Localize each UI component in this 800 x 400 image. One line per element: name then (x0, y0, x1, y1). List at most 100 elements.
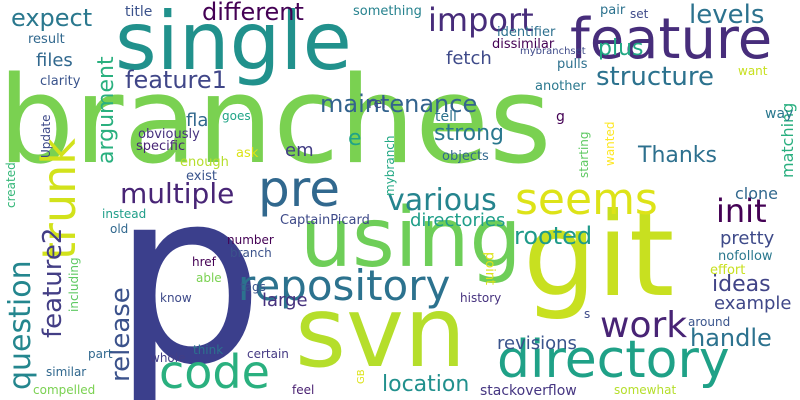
word: point (482, 252, 497, 286)
word: nofollow (718, 249, 773, 264)
word: structure (596, 62, 714, 92)
word: feature1 (125, 66, 227, 94)
word: seems (515, 174, 658, 225)
word: expect (11, 4, 93, 32)
word: feature (570, 7, 773, 72)
word: pre (258, 160, 340, 218)
word: using (300, 191, 522, 286)
word: branch (230, 246, 272, 260)
word: e (348, 126, 362, 151)
word: various (387, 183, 497, 218)
word: Update (39, 114, 53, 158)
word: something (353, 4, 422, 19)
word: files (36, 50, 73, 71)
word: enough (180, 155, 229, 170)
word: want (738, 64, 768, 78)
word: g (556, 109, 565, 125)
word: tell (435, 109, 457, 125)
word: example (714, 293, 792, 314)
word: effort (710, 263, 746, 278)
word: another (535, 79, 586, 94)
word: know (160, 291, 192, 305)
word: CaptainPicard (280, 213, 370, 228)
word: ask (236, 146, 259, 161)
word: specific (136, 139, 186, 154)
word: multiple (120, 177, 235, 210)
word: result (28, 32, 65, 47)
word: fetch (446, 48, 492, 69)
word: import (428, 1, 534, 39)
word: argument (94, 56, 119, 164)
word: think (193, 343, 224, 357)
word: pulls (557, 57, 588, 72)
word: different (202, 0, 304, 26)
word: revisions (497, 333, 577, 354)
word: stackoverflow (480, 383, 577, 399)
word: clone (735, 184, 779, 203)
word: question (3, 260, 38, 390)
word: init (716, 192, 767, 230)
word: wanted (603, 121, 617, 166)
word: plus (598, 36, 644, 61)
word: pretty (720, 228, 775, 249)
word: whole (150, 351, 186, 365)
word: certain (247, 347, 289, 361)
word: old (110, 222, 129, 236)
word: mybranchset (520, 46, 586, 57)
word: em (285, 140, 314, 161)
word: obviously (138, 127, 200, 142)
word: p (112, 138, 265, 400)
word: maintenance (320, 90, 478, 118)
word: part (88, 347, 113, 361)
word: handle (690, 324, 772, 352)
word: code (159, 345, 270, 399)
word: identifier (497, 25, 556, 40)
word: rel (368, 96, 386, 112)
word: ideas (712, 272, 771, 297)
word: strong (434, 121, 505, 146)
word: mybranch (383, 135, 397, 196)
word: exist (186, 169, 217, 184)
word: s (584, 307, 591, 321)
word: repository (238, 261, 451, 310)
word: directories (410, 210, 506, 231)
word: number (227, 233, 274, 247)
word: dissimilar (492, 37, 555, 52)
word: able (196, 271, 222, 285)
word: goes (222, 109, 251, 123)
word: around (688, 315, 731, 329)
word: GB (356, 369, 367, 384)
word: similar (46, 365, 87, 379)
word: single (115, 0, 352, 88)
word: history (460, 291, 502, 305)
word: directory (497, 330, 730, 390)
word: way (765, 106, 794, 122)
word: somewhat (614, 383, 677, 397)
word: href (192, 255, 216, 269)
word: release (106, 287, 136, 382)
word: large (262, 290, 308, 311)
word: svn (295, 276, 467, 390)
word: branches (0, 52, 552, 191)
word: location (382, 372, 470, 397)
word: title (125, 4, 153, 20)
word: instead (102, 207, 147, 221)
word: git (523, 188, 675, 323)
word: objects (442, 149, 489, 164)
word: tags (240, 280, 266, 294)
word: clarity (40, 74, 81, 89)
word: levels (689, 0, 765, 30)
word: pair (600, 3, 626, 18)
word: compelled (33, 383, 96, 397)
word: created (4, 162, 18, 208)
word: including (67, 257, 81, 312)
word: starting (577, 131, 591, 178)
word: fla (186, 110, 209, 131)
word: feature2 (38, 227, 68, 338)
word: set (630, 7, 649, 21)
word: Thanks (638, 143, 718, 168)
word: work (600, 305, 688, 346)
word: rooted (514, 222, 593, 250)
word: feel (292, 383, 315, 397)
